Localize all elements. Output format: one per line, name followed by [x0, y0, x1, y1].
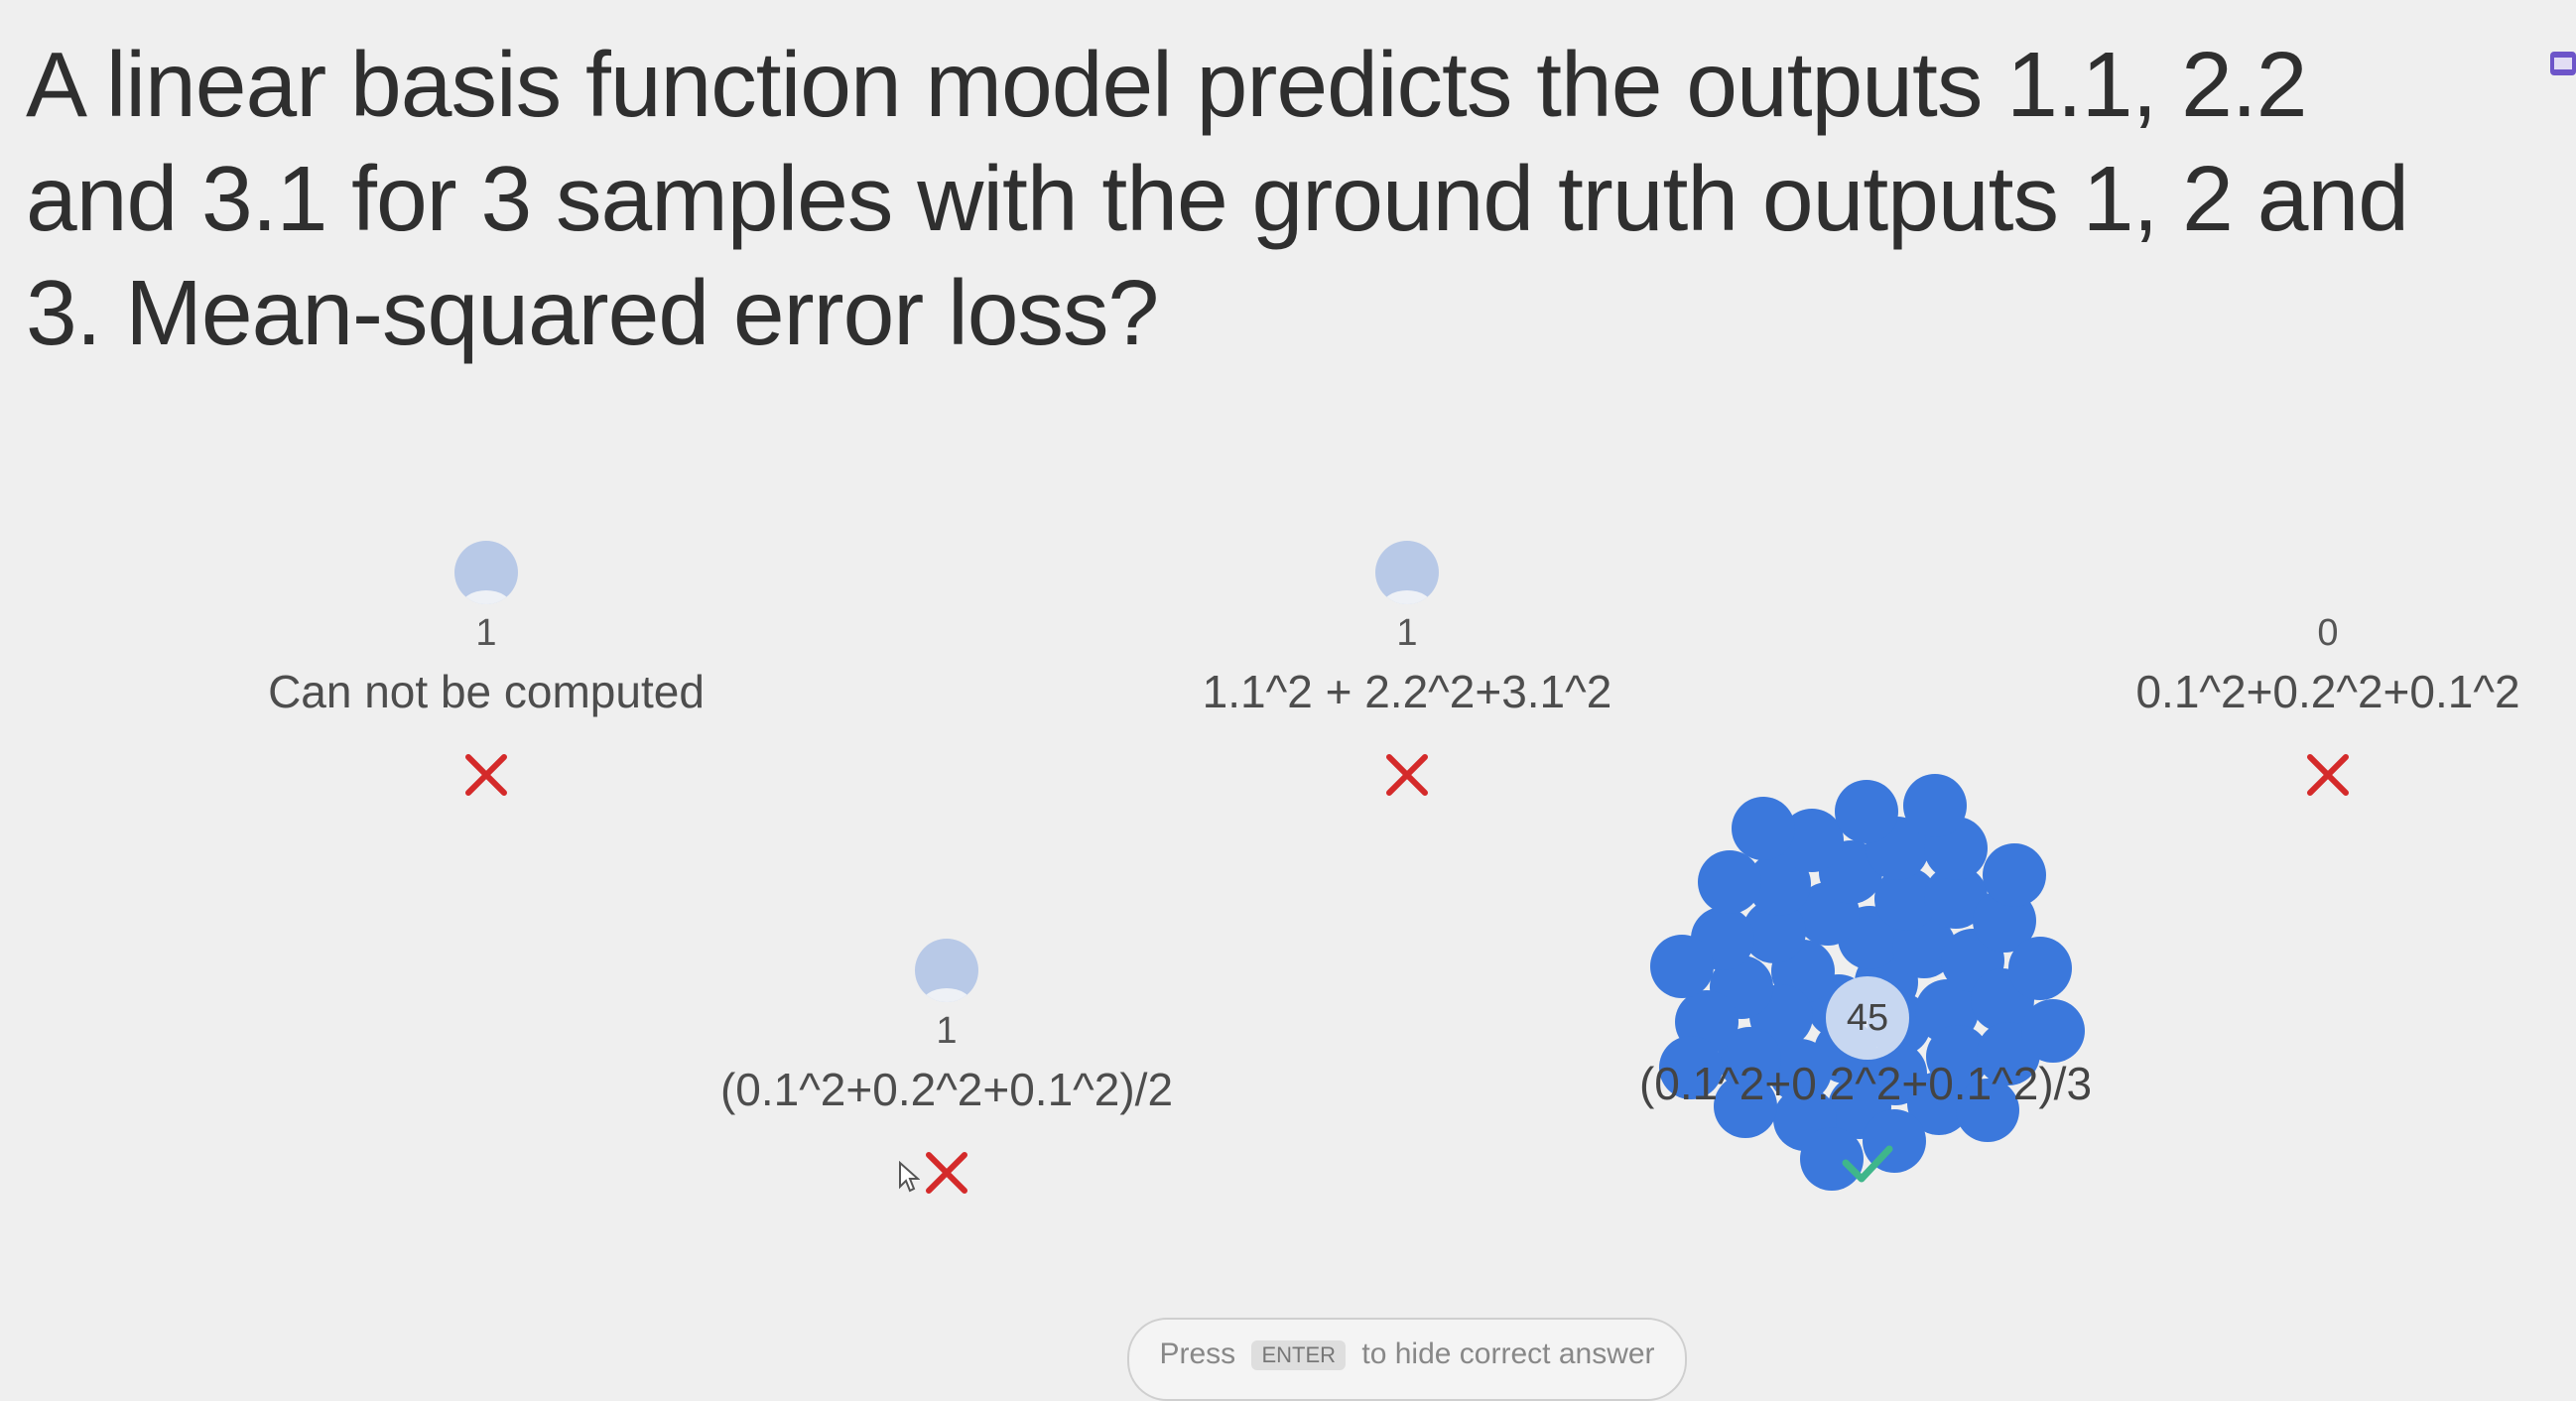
cursor-icon — [899, 1161, 920, 1193]
voter-dot — [1649, 934, 1714, 998]
presenter-flag-icon[interactable] — [2550, 50, 2576, 79]
answer-option-1[interactable]: 1 Can not be computed — [208, 541, 764, 801]
answer-label: 0.1^2+0.2^2+0.1^2 — [2135, 666, 2520, 717]
vote-count: 1 — [475, 612, 497, 654]
answer-option-2[interactable]: 1 1.1^2 + 2.2^2+3.1^2 — [1129, 541, 1685, 801]
correct-answer-label[interactable]: (0.1^2+0.2^2+0.1^2)/3 — [1638, 1058, 2093, 1109]
vote-count: 1 — [936, 1010, 958, 1052]
avatar-icon — [1375, 541, 1439, 604]
voter-dot — [1697, 849, 1761, 914]
answer-option-3[interactable]: 0 0.1^2+0.2^2+0.1^2 — [2050, 541, 2576, 801]
voter-dot — [1834, 779, 1898, 843]
vote-count: 45 — [1826, 976, 1909, 1060]
x-mark-icon — [2307, 754, 2349, 796]
voter-cluster — [1608, 744, 2124, 1220]
x-mark-icon — [465, 754, 507, 796]
question-line-3: 3. Mean-squared error loss? — [26, 261, 1159, 364]
enter-key-badge: ENTER — [1251, 1340, 1347, 1371]
x-mark-icon — [1386, 754, 1428, 796]
answer-option-4[interactable]: 1 (0.1^2+0.2^2+0.1^2)/2 — [669, 939, 1224, 1199]
question-text: A linear basis function model predicts t… — [26, 28, 2487, 370]
avatar-icon — [915, 939, 978, 1002]
answer-label: Can not be computed — [268, 666, 705, 717]
voter-dot — [1902, 773, 1967, 837]
voter-dot — [1732, 796, 1796, 860]
avatar-icon — [454, 541, 518, 604]
voter-dot — [1713, 1074, 1777, 1138]
vote-count: 1 — [1396, 612, 1418, 654]
answer-label: 1.1^2 + 2.2^2+3.1^2 — [1202, 666, 1612, 717]
answer-label: (0.1^2+0.2^2+0.1^2)/2 — [719, 1064, 1174, 1115]
voter-dot — [1983, 842, 2047, 907]
voter-dot — [2020, 999, 2085, 1064]
voter-dot — [2007, 937, 2072, 1001]
voter-dot — [1956, 1079, 2020, 1143]
x-mark-icon — [926, 1152, 967, 1194]
question-line-2: and 3.1 for 3 samples with the ground tr… — [26, 147, 2409, 250]
question-line-1: A linear basis function model predicts t… — [26, 33, 2307, 136]
hint-suffix: to hide correct answer — [1361, 1337, 1655, 1370]
hide-answer-hint[interactable]: Press ENTER to hide correct answer — [1127, 1318, 1687, 1401]
voter-dot — [1799, 1127, 1864, 1192]
vote-count: 0 — [2317, 612, 2339, 654]
check-mark-icon — [1842, 1145, 1893, 1183]
voter-dot — [1658, 1035, 1723, 1099]
hint-prefix: Press — [1159, 1337, 1236, 1370]
